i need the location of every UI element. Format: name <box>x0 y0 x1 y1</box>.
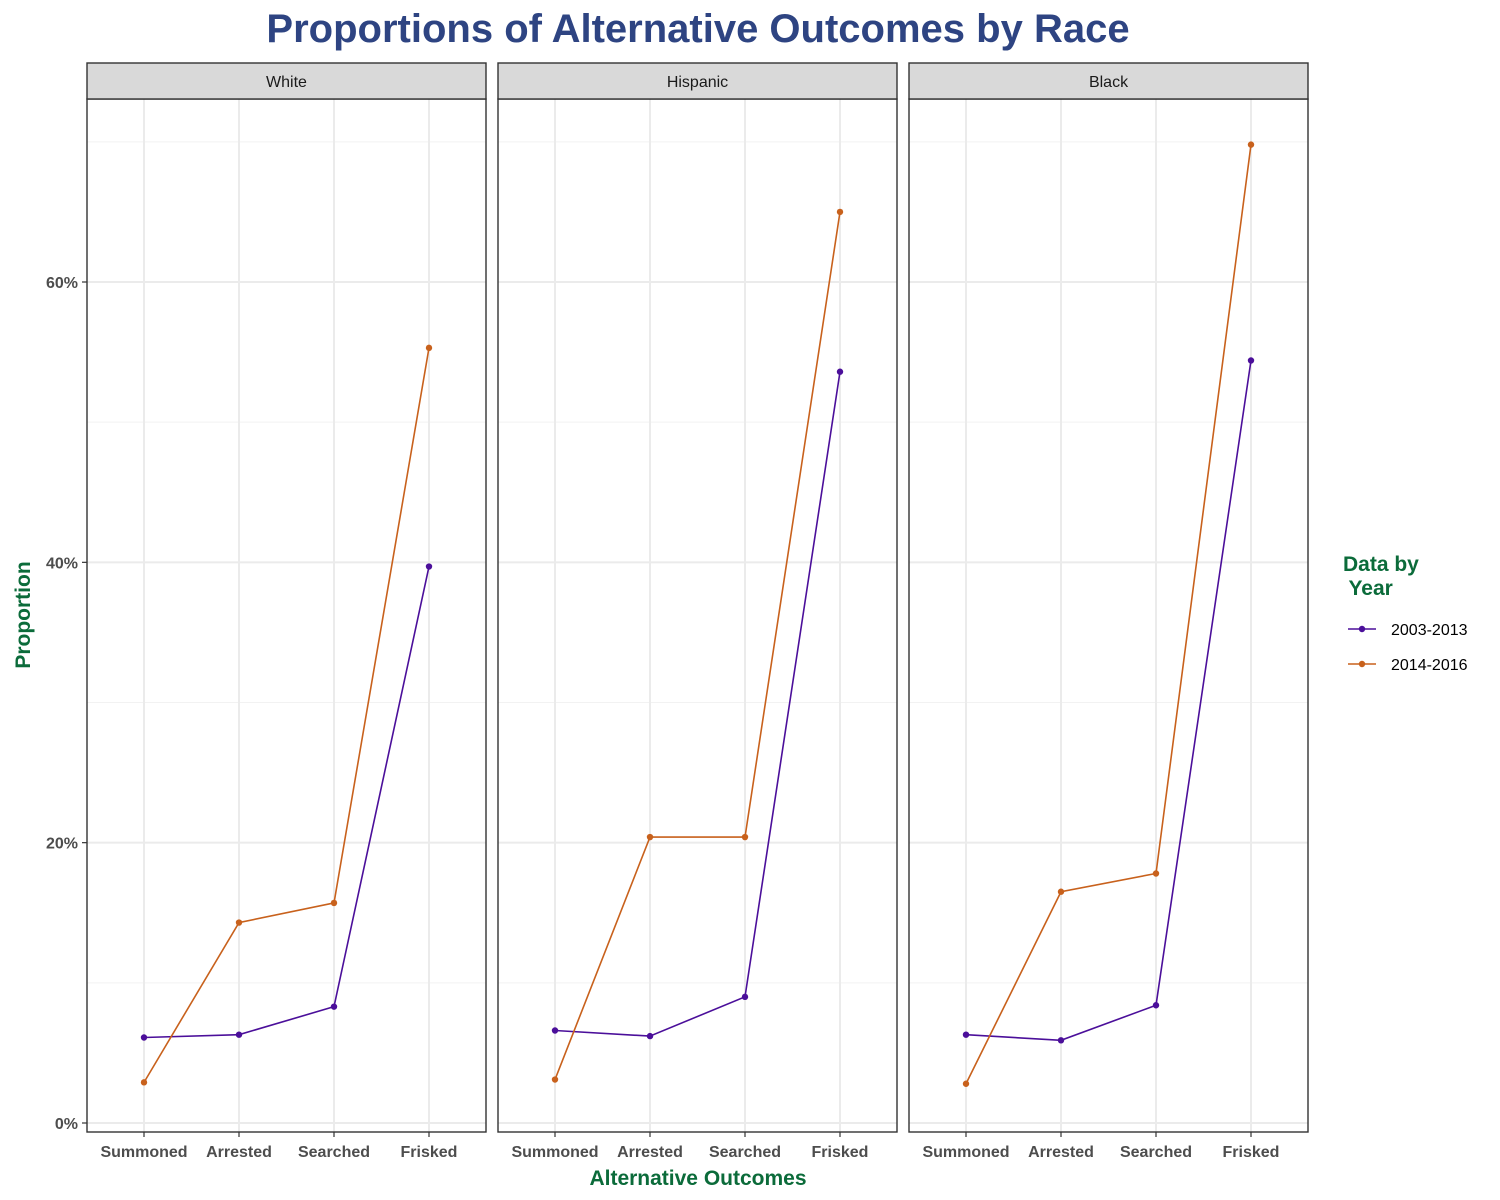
data-point <box>1152 1002 1160 1009</box>
data-point <box>741 993 749 1001</box>
x-tick-label: Frisked <box>401 1144 458 1161</box>
x-tick-label: Summoned <box>922 1144 1009 1161</box>
data-point <box>140 1034 148 1041</box>
y-tick-label: 20% <box>46 836 78 853</box>
x-tick-label: Arrested <box>206 1144 272 1161</box>
facet-strip-label: White <box>266 74 307 91</box>
x-tick-label: Frisked <box>1223 1144 1280 1161</box>
data-point <box>1152 870 1160 877</box>
data-point <box>551 1076 559 1083</box>
data-point <box>330 899 338 907</box>
x-tick-label: Summoned <box>511 1144 598 1161</box>
legend-title: Year <box>1343 577 1393 600</box>
data-point <box>962 1080 970 1087</box>
panel-white: White Summoned Arrested Searched Frisked <box>86 62 487 1161</box>
data-point <box>425 344 433 352</box>
data-point <box>235 1031 243 1038</box>
panel-background <box>498 99 897 1132</box>
data-point <box>741 833 749 841</box>
facet-strip <box>86 62 487 100</box>
series-line-2014-2016 <box>965 144 1252 1085</box>
x-tick-label: Summoned <box>100 1144 187 1161</box>
panel-background <box>87 99 486 1132</box>
data-point <box>836 368 844 375</box>
data-point <box>140 1079 148 1086</box>
y-tick-label: 40% <box>46 555 78 572</box>
y-tick-label: 60% <box>46 275 78 292</box>
x-axis-title: Alternative Outcomes <box>589 1167 806 1190</box>
data-point <box>646 1032 654 1040</box>
panel-background <box>909 99 1308 1132</box>
data-point <box>330 1003 338 1010</box>
x-tick-label: Arrested <box>1028 1144 1094 1161</box>
data-point <box>1247 141 1255 148</box>
data-point <box>646 833 654 841</box>
legend-title: Data by <box>1343 553 1419 576</box>
x-tick-label: Searched <box>298 1144 370 1161</box>
panel-black: Black Summoned Arrested Searched Frisked <box>908 62 1309 1161</box>
series-line-2014-2016 <box>143 347 430 1083</box>
data-point <box>235 919 243 926</box>
series-line-2003-2013 <box>143 566 430 1039</box>
y-axis: 0% 20% 40% 60% <box>46 275 87 1133</box>
legend-label: 2003-2013 <box>1391 622 1468 639</box>
data-point <box>551 1027 559 1034</box>
facet-strip <box>497 62 898 100</box>
x-tick-label: Searched <box>709 1144 781 1161</box>
legend-label: 2014-2016 <box>1391 657 1468 674</box>
data-point <box>962 1031 970 1038</box>
x-tick-label: Frisked <box>812 1144 869 1161</box>
y-tick-label: 0% <box>55 1116 78 1133</box>
chart-title: Proportions of Alternative Outcomes by R… <box>266 7 1129 51</box>
legend-key-point <box>1358 625 1366 633</box>
data-point <box>425 563 433 570</box>
series-line-2003-2013 <box>554 371 841 1037</box>
facet-strip <box>908 62 1309 100</box>
series-line-2003-2013 <box>965 360 1252 1042</box>
data-point <box>1057 888 1065 895</box>
data-point <box>1057 1037 1065 1044</box>
x-tick-label: Arrested <box>617 1144 683 1161</box>
legend-key-point <box>1358 660 1366 668</box>
facet-strip-label: Hispanic <box>667 74 728 91</box>
data-point <box>1247 357 1255 364</box>
x-tick-label: Searched <box>1120 1144 1192 1161</box>
legend: Data by Year 2003-2013 2014-2016 <box>1343 553 1468 674</box>
y-axis-title: Proportion <box>12 561 35 668</box>
data-point <box>836 208 844 216</box>
facet-strip-label: Black <box>1089 74 1129 91</box>
series-line-2014-2016 <box>554 211 841 1080</box>
panel-hispanic: Hispanic Summoned Arrested Searched Frisked <box>497 62 898 1161</box>
